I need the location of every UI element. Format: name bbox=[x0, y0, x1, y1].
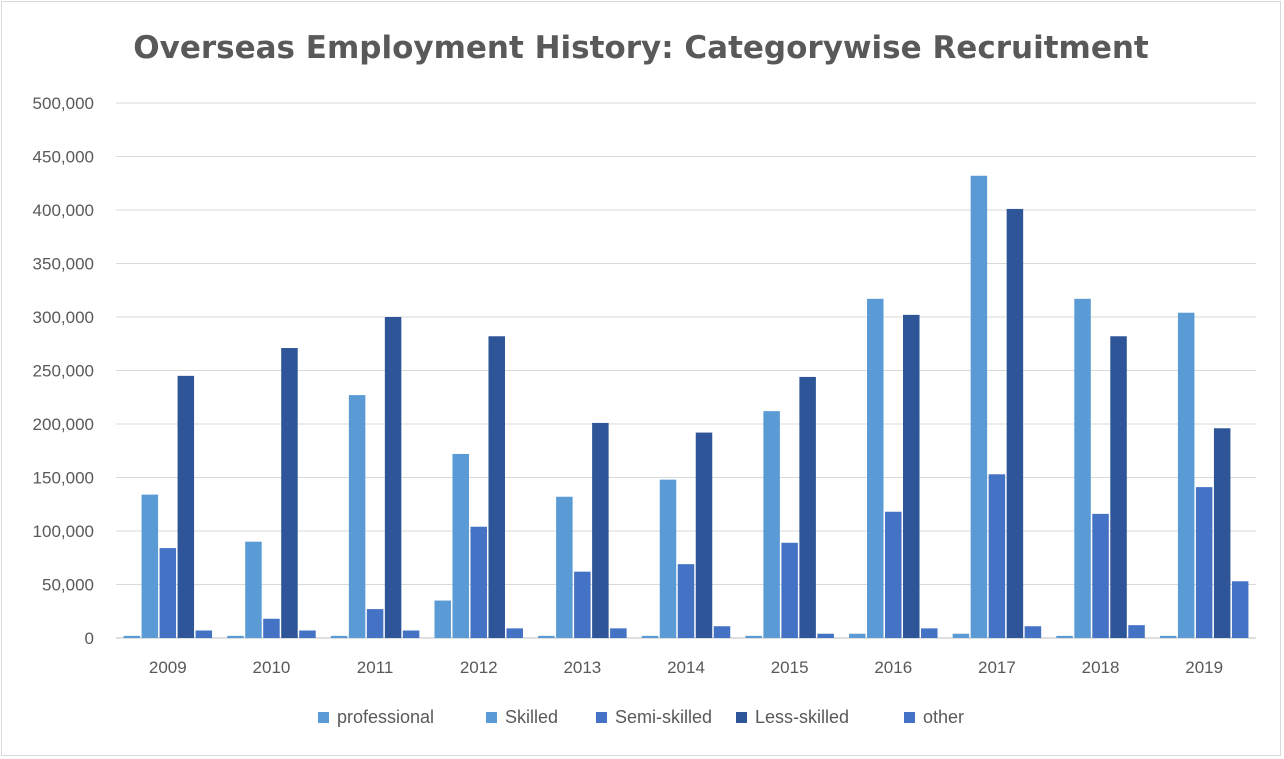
legend-swatch bbox=[736, 712, 747, 723]
legend-label: other bbox=[923, 707, 964, 727]
bar-professional-2019 bbox=[1159, 635, 1177, 638]
bar-semi-skilled-2013 bbox=[574, 571, 591, 638]
y-tick-label: 450,000 bbox=[33, 148, 94, 167]
bar-professional-2014 bbox=[641, 635, 659, 638]
bar-semi-skilled-2017 bbox=[988, 474, 1006, 638]
bar-other-2018 bbox=[1128, 625, 1145, 638]
bar-less-skilled-2010 bbox=[281, 348, 298, 638]
bar-skilled-2010 bbox=[245, 541, 262, 638]
bar-less-skilled-2014 bbox=[695, 432, 713, 638]
x-tick-label: 2009 bbox=[149, 658, 187, 677]
bar-skilled-2012 bbox=[452, 453, 469, 638]
bar-less-skilled-2013 bbox=[592, 422, 609, 638]
bar-semi-skilled-2019 bbox=[1195, 487, 1213, 638]
bar-semi-skilled-2011 bbox=[366, 609, 384, 638]
bar-less-skilled-2011 bbox=[384, 317, 402, 638]
x-tick-label: 2016 bbox=[874, 658, 912, 677]
bar-other-2014 bbox=[713, 626, 731, 638]
bar-less-skilled-2009 bbox=[177, 375, 195, 638]
x-tick-label: 2013 bbox=[563, 658, 601, 677]
bar-professional-2009 bbox=[123, 635, 141, 638]
y-axis-labels: 0 50,000 100,000 150,000 200,000 250,000 300,0… bbox=[33, 94, 94, 648]
y-tick-label: 200,000 bbox=[33, 415, 94, 434]
bar-skilled-2015 bbox=[763, 411, 780, 638]
legend: professional Skilled Semi-skilled Less-skil… bbox=[318, 707, 964, 727]
bar-professional-2016 bbox=[849, 633, 866, 638]
bar-other-2016 bbox=[921, 628, 938, 638]
bar-skilled-2018 bbox=[1074, 298, 1091, 638]
legend-label: Skilled bbox=[505, 707, 558, 727]
bar-semi-skilled-2010 bbox=[263, 618, 280, 638]
x-tick-label: 2015 bbox=[771, 658, 809, 677]
y-tick-label: 350,000 bbox=[33, 255, 94, 274]
legend-swatch bbox=[486, 712, 497, 723]
x-tick-label: 2019 bbox=[1185, 658, 1223, 677]
bar-less-skilled-2017 bbox=[1006, 208, 1024, 638]
bar-professional-2013 bbox=[538, 635, 555, 638]
bar-skilled-2014 bbox=[659, 479, 677, 638]
bar-less-skilled-2016 bbox=[903, 314, 920, 638]
bar-professional-2010 bbox=[227, 635, 244, 638]
bar-semi-skilled-2015 bbox=[781, 542, 798, 638]
bar-semi-skilled-2009 bbox=[159, 548, 177, 638]
x-tick-label: 2012 bbox=[460, 658, 498, 677]
x-axis-labels: 2009 2010 2011 2012 2013 2014 2015 2016 2017 2018… bbox=[149, 658, 1223, 677]
bar-less-skilled-2018 bbox=[1110, 336, 1127, 638]
legend-label: Semi-skilled bbox=[615, 707, 712, 727]
bar-professional-2017 bbox=[952, 633, 970, 638]
bar-skilled-2009 bbox=[141, 494, 159, 638]
x-tick-label: 2010 bbox=[253, 658, 291, 677]
bar-other-2011 bbox=[402, 630, 420, 638]
bar-skilled-2013 bbox=[556, 496, 573, 638]
bar-skilled-2017 bbox=[970, 175, 988, 638]
y-tick-label: 150,000 bbox=[33, 469, 94, 488]
x-tick-label: 2017 bbox=[978, 658, 1016, 677]
y-tick-label: 250,000 bbox=[33, 362, 94, 381]
y-tick-label: 500,000 bbox=[33, 94, 94, 113]
bar-semi-skilled-2018 bbox=[1092, 513, 1109, 638]
y-tick-label: 0 bbox=[85, 629, 94, 648]
bar-semi-skilled-2016 bbox=[885, 511, 902, 638]
legend-swatch bbox=[596, 712, 607, 723]
bar-skilled-2016 bbox=[867, 298, 884, 638]
bar-less-skilled-2015 bbox=[799, 376, 816, 638]
bar-professional-2015 bbox=[745, 635, 762, 638]
bar-professional-2012 bbox=[434, 600, 451, 638]
bar-other-2019 bbox=[1231, 581, 1249, 638]
bar-other-2010 bbox=[299, 630, 316, 638]
legend-swatch bbox=[904, 712, 915, 723]
x-tick-label: 2011 bbox=[357, 658, 394, 677]
x-tick-label: 2018 bbox=[1082, 658, 1120, 677]
bar-less-skilled-2019 bbox=[1213, 428, 1231, 638]
bar-other-2013 bbox=[610, 628, 627, 638]
bar-other-2012 bbox=[506, 628, 523, 638]
legend-swatch bbox=[318, 712, 329, 723]
bar-less-skilled-2012 bbox=[488, 336, 505, 638]
bar-semi-skilled-2014 bbox=[677, 564, 695, 638]
bar-other-2017 bbox=[1024, 626, 1042, 638]
bar-skilled-2019 bbox=[1177, 312, 1195, 638]
chart-title: Overseas Employment History: Categorywis… bbox=[133, 30, 1149, 66]
legend-label: professional bbox=[337, 707, 434, 727]
legend-label: Less-skilled bbox=[755, 707, 849, 727]
bar-skilled-2011 bbox=[348, 395, 366, 638]
y-tick-label: 100,000 bbox=[33, 522, 94, 541]
bar-other-2009 bbox=[195, 630, 213, 638]
bar-semi-skilled-2012 bbox=[470, 526, 487, 638]
y-tick-label: 50,000 bbox=[42, 576, 94, 595]
bar-professional-2011 bbox=[330, 635, 348, 638]
y-tick-label: 400,000 bbox=[33, 201, 94, 220]
y-tick-label: 300,000 bbox=[33, 308, 94, 327]
x-tick-label: 2014 bbox=[667, 658, 705, 677]
bar-professional-2018 bbox=[1056, 635, 1073, 638]
bars bbox=[123, 175, 1249, 638]
bar-other-2015 bbox=[817, 633, 834, 638]
